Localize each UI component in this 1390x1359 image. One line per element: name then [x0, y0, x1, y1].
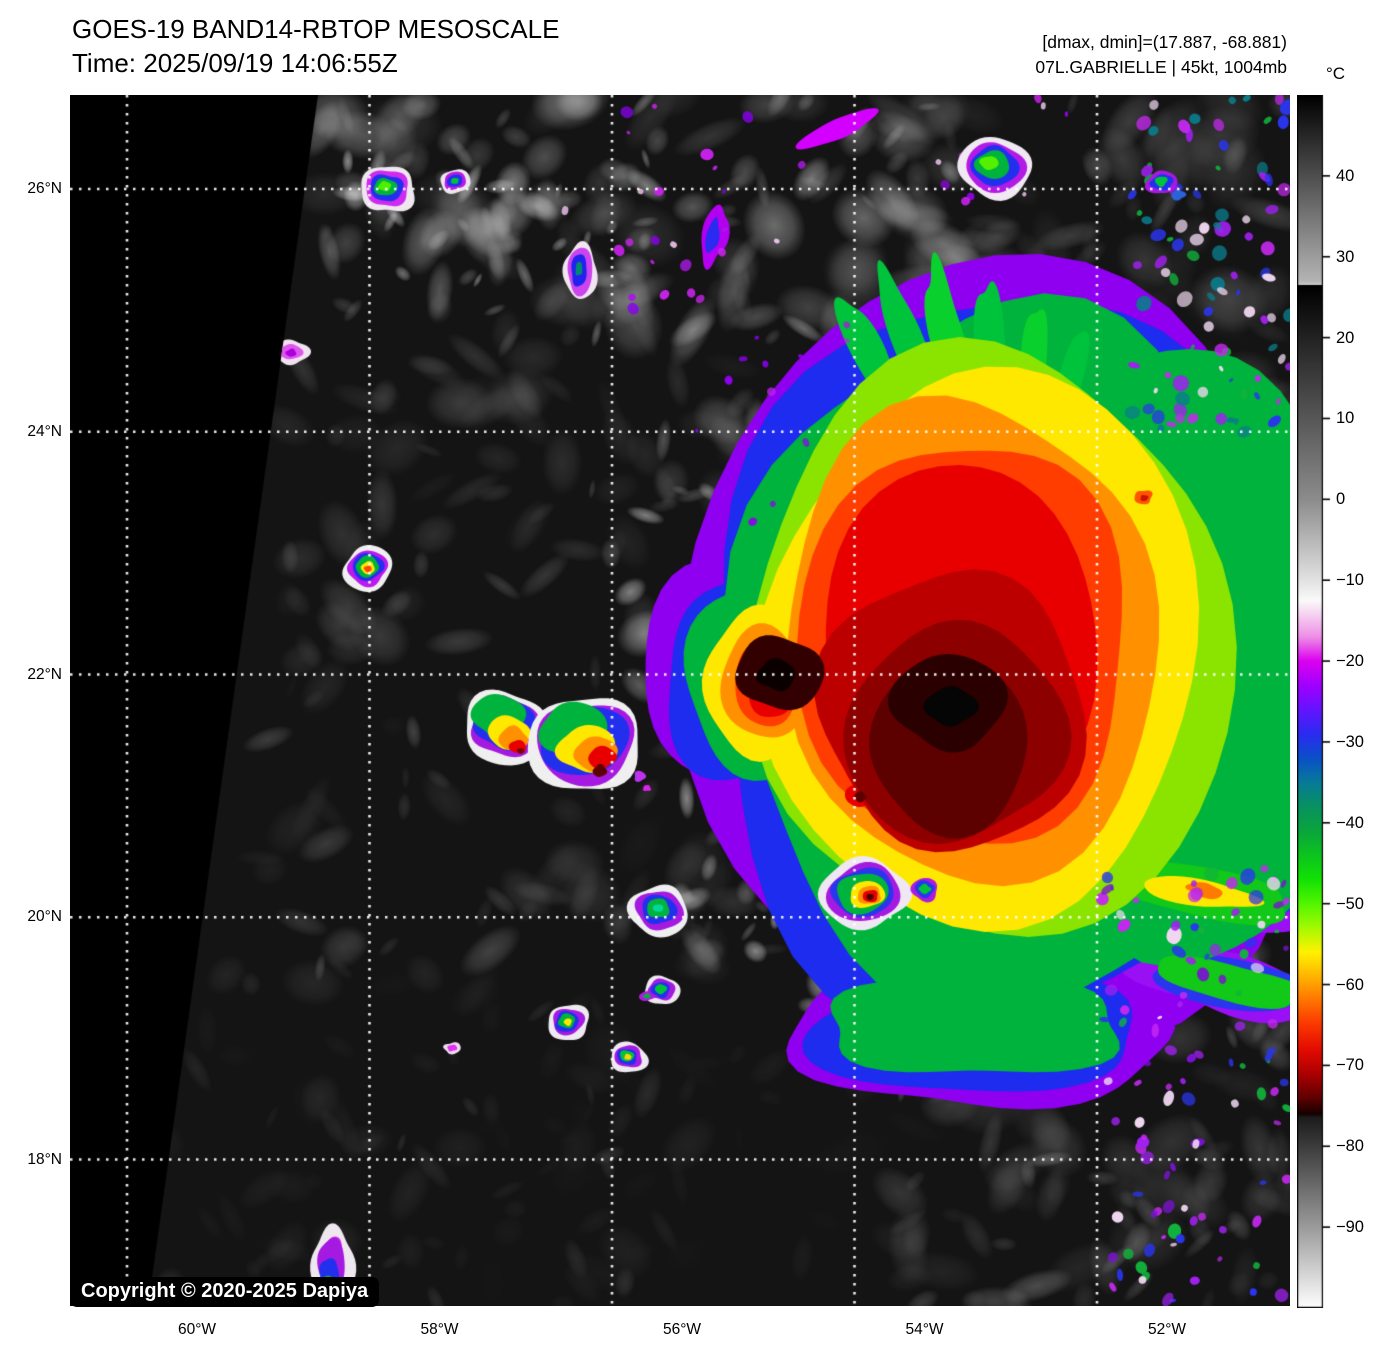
colorbar-tick-label: −60	[1336, 975, 1364, 994]
header-info: [dmax, dmin]=(17.887, -68.881) 07L.GABRI…	[1035, 30, 1287, 79]
colorbar-tick-label: −70	[1336, 1056, 1364, 1075]
lat-tick-label: 26°N	[27, 180, 62, 197]
colorbar-tick-label: −80	[1336, 1137, 1364, 1156]
title-line2: Time: 2025/09/19 14:06:55Z	[72, 48, 398, 78]
colorbar-unit-label: °C	[1326, 64, 1346, 83]
page-title: GOES-19 BAND14-RBTOP MESOSCALE Time: 202…	[72, 12, 559, 80]
colorbar-tick-label: −20	[1336, 652, 1364, 671]
lon-tick-label: 58°W	[420, 1321, 459, 1338]
colorbar-tick-label: 40	[1336, 166, 1355, 185]
colorbar-canvas	[1297, 95, 1331, 1308]
lat-tick-label: 22°N	[27, 665, 62, 683]
info-dmax-dmin: [dmax, dmin]=(17.887, -68.881)	[1042, 32, 1287, 52]
lon-tick-label: 54°W	[905, 1321, 944, 1338]
colorbar-tick-label: 20	[1336, 328, 1355, 347]
lat-tick-label: 24°N	[27, 422, 62, 440]
colorbar-tick-label: 10	[1336, 409, 1355, 428]
colorbar-tick-label: 0	[1336, 490, 1346, 509]
colorbar-tick-label: 30	[1336, 247, 1355, 266]
lon-tick-label: 56°W	[662, 1321, 702, 1338]
title-line1: GOES-19 BAND14-RBTOP MESOSCALE	[72, 14, 560, 44]
colorbar-tick-label: −40	[1336, 813, 1364, 832]
colorbar-tick-label: −50	[1336, 894, 1364, 913]
lon-tick-label: 52°W	[1147, 1321, 1187, 1338]
colorbar-tick-label: −10	[1336, 571, 1364, 590]
lon-tick-label: 60°W	[177, 1321, 217, 1338]
lat-tick-label: 18°N	[27, 1150, 62, 1168]
lat-tick-label: 20°N	[27, 908, 62, 926]
info-storm-status: 07L.GABRIELLE | 45kt, 1004mb	[1035, 56, 1287, 77]
satellite-map-canvas	[70, 95, 1290, 1306]
copyright-badge: Copyright © 2020-2025 Dapiya	[70, 1277, 380, 1307]
colorbar-tick-label: −30	[1336, 732, 1364, 751]
colorbar-tick-label: −90	[1336, 1218, 1364, 1237]
